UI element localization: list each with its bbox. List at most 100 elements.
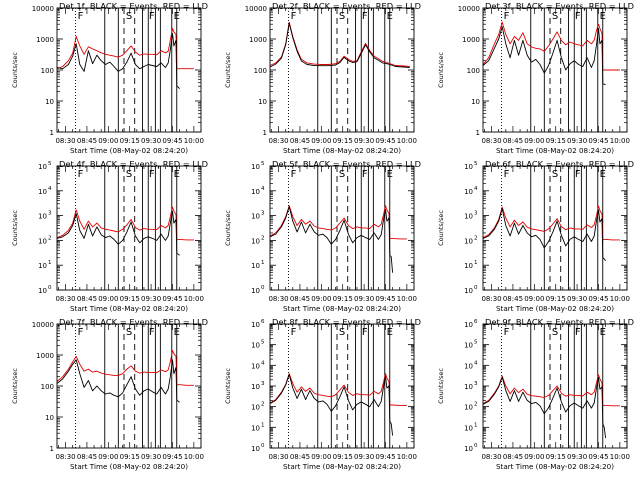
segment-marker: S bbox=[126, 327, 132, 338]
detector-panel: Det 8f, BLACK = Events, RED = LLD Counts/… bbox=[224, 317, 421, 471]
y-axis-label: Counts/sec bbox=[437, 368, 445, 404]
y-tick-exponent: 0 bbox=[474, 285, 478, 291]
detector-panel: Det 5f, BLACK = Events, RED = LLD Counts/… bbox=[224, 159, 421, 313]
series-group bbox=[270, 21, 410, 68]
x-tick-label: 08:45 bbox=[503, 453, 523, 461]
y-tick-label: 100 bbox=[41, 67, 54, 75]
y-tick-label: 1000 bbox=[36, 36, 54, 44]
y-tick-label: 10 bbox=[464, 424, 473, 432]
x-tick-label: 08:45 bbox=[77, 137, 97, 145]
x-axis-label: Start Time (08-May-02 08:24:20) bbox=[496, 462, 614, 471]
y-tick-exponent: 2 bbox=[261, 235, 265, 241]
x-tick-label: 09:00 bbox=[524, 137, 544, 145]
x-tick-label: 09:00 bbox=[524, 295, 544, 303]
lld-series-line bbox=[57, 350, 194, 386]
y-tick-label: 1 bbox=[50, 129, 54, 137]
events-series-line bbox=[483, 208, 606, 262]
segment-marker: S bbox=[339, 327, 345, 338]
x-tick-label: 09:30 bbox=[141, 137, 161, 145]
y-tick-label: 10 bbox=[251, 404, 260, 412]
segment-marker: F bbox=[504, 169, 510, 180]
y-tick-label: 10 bbox=[251, 424, 260, 432]
panel-title: Det 8f, BLACK = Events, RED = LLD bbox=[272, 317, 421, 327]
segment-marker: F bbox=[291, 327, 297, 338]
series-group bbox=[57, 27, 194, 89]
y-tick-exponent: 5 bbox=[261, 340, 265, 346]
segment-marker: F bbox=[362, 11, 368, 22]
x-axis-label: Start Time (08-May-02 08:24:20) bbox=[70, 304, 188, 313]
y-tick-label: 10 bbox=[464, 287, 473, 295]
x-tick-label: 09:45 bbox=[162, 453, 182, 461]
y-tick-label: 1 bbox=[263, 129, 267, 137]
series-group bbox=[270, 373, 407, 436]
segment-marker: S bbox=[552, 11, 558, 22]
x-tick-label: 08:45 bbox=[290, 453, 310, 461]
x-tick-label: 09:00 bbox=[311, 295, 331, 303]
y-tick-exponent: 6 bbox=[261, 319, 265, 325]
events-series-line bbox=[57, 210, 180, 256]
x-tick-label: 09:45 bbox=[375, 453, 395, 461]
x-tick-label: 09:00 bbox=[98, 453, 118, 461]
segment-marker: S bbox=[552, 169, 558, 180]
y-tick-label: 10 bbox=[251, 362, 260, 370]
y-tick-exponent: 1 bbox=[474, 260, 478, 266]
x-axis-label: Start Time (08-May-02 08:24:20) bbox=[283, 304, 401, 313]
segment-marker: F bbox=[149, 327, 155, 338]
y-tick-label: 10 bbox=[464, 163, 473, 171]
plot-frame bbox=[482, 165, 628, 291]
y-tick-label: 100 bbox=[467, 67, 480, 75]
y-tick-label: 100 bbox=[254, 67, 267, 75]
x-tick-label: 09:15 bbox=[120, 453, 140, 461]
y-tick-label: 10000 bbox=[32, 5, 54, 13]
events-series-line bbox=[270, 206, 394, 273]
events-series-line bbox=[270, 374, 394, 436]
series-group bbox=[483, 21, 620, 86]
lld-series-line bbox=[270, 205, 407, 240]
segment-marker: S bbox=[339, 11, 345, 22]
y-tick-label: 10 bbox=[251, 342, 260, 350]
y-tick-exponent: 2 bbox=[474, 235, 478, 241]
lld-series-line bbox=[57, 206, 194, 241]
x-tick-label: 08:30 bbox=[55, 295, 75, 303]
x-tick-label: 09:15 bbox=[546, 453, 566, 461]
y-tick-exponent: 5 bbox=[474, 161, 478, 167]
x-axis-label: Start Time (08-May-02 08:24:20) bbox=[283, 462, 401, 471]
y-axis-label: Counts/sec bbox=[437, 210, 445, 246]
x-tick-label: 10:00 bbox=[397, 137, 417, 145]
y-tick-exponent: 3 bbox=[474, 381, 478, 387]
y-tick-label: 10 bbox=[251, 262, 260, 270]
x-tick-label: 10:00 bbox=[397, 453, 417, 461]
x-tick-label: 09:15 bbox=[333, 453, 353, 461]
segment-marker: F bbox=[149, 169, 155, 180]
y-tick-label: 1 bbox=[50, 445, 54, 453]
panel-title: Det 2f, BLACK = Events, RED = LLD bbox=[272, 1, 421, 11]
x-tick-label: 09:00 bbox=[98, 137, 118, 145]
x-axis-label: Start Time (08-May-02 08:24:20) bbox=[496, 304, 614, 313]
events-series-line bbox=[483, 26, 606, 86]
y-axis-label: Counts/sec bbox=[11, 52, 19, 88]
y-tick-label: 10000 bbox=[245, 5, 267, 13]
x-tick-label: 10:00 bbox=[610, 137, 630, 145]
segment-marker: F bbox=[504, 327, 510, 338]
y-axis-label: Counts/sec bbox=[437, 52, 445, 88]
y-axis-label: Counts/sec bbox=[224, 210, 232, 246]
y-tick-exponent: 4 bbox=[48, 186, 52, 192]
segment-marker: F bbox=[78, 11, 84, 22]
y-tick-label: 10 bbox=[464, 383, 473, 391]
y-tick-exponent: 2 bbox=[48, 235, 52, 241]
x-tick-label: 08:30 bbox=[481, 295, 501, 303]
y-tick-exponent: 1 bbox=[474, 422, 478, 428]
detector-panel: Det 7f, BLACK = Events, RED = LLD Counts/… bbox=[11, 317, 208, 471]
x-tick-label: 10:00 bbox=[184, 137, 204, 145]
segment-marker: F bbox=[78, 169, 84, 180]
x-tick-label: 08:30 bbox=[268, 453, 288, 461]
x-tick-label: 09:15 bbox=[120, 295, 140, 303]
x-tick-label: 09:45 bbox=[375, 137, 395, 145]
plot-frame bbox=[56, 323, 202, 449]
y-tick-label: 10 bbox=[38, 262, 47, 270]
segment-marker: F bbox=[362, 327, 368, 338]
y-tick-label: 10 bbox=[464, 213, 473, 221]
lld-series-line bbox=[483, 205, 620, 241]
y-tick-label: 10 bbox=[38, 287, 47, 295]
x-tick-label: 09:45 bbox=[162, 137, 182, 145]
